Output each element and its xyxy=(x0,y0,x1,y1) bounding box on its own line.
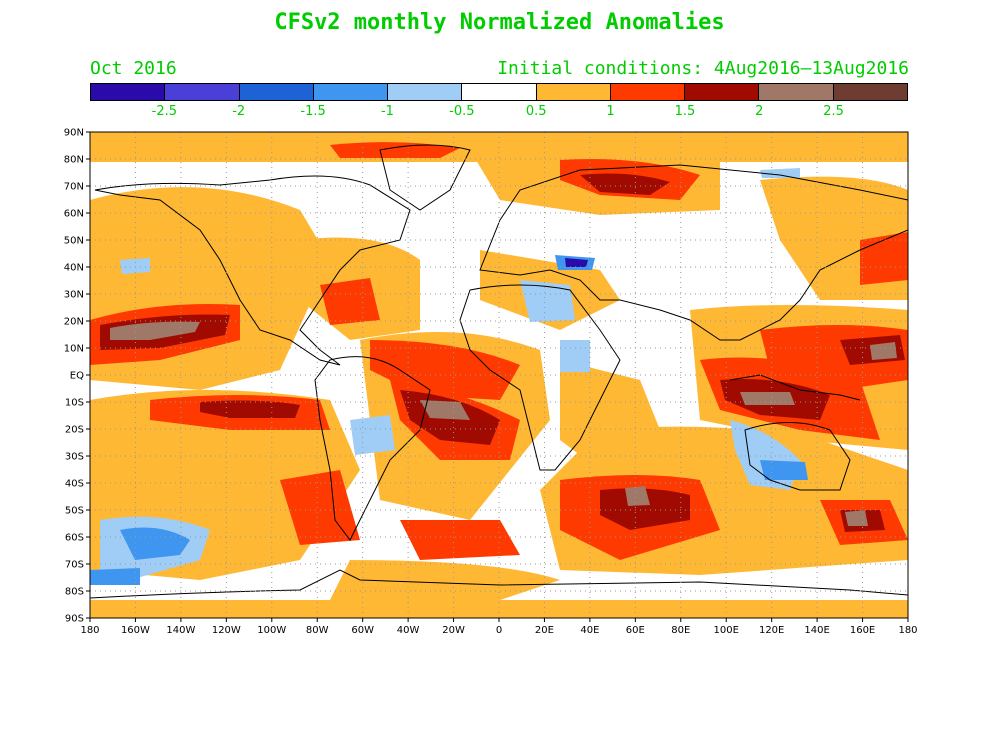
legend-label: 1.5 xyxy=(674,104,696,119)
legend-label: -2.5 xyxy=(151,104,178,119)
lon-label: 140W xyxy=(166,625,195,636)
lat-label: 60N xyxy=(64,209,84,220)
coast-antarctica xyxy=(90,569,908,599)
legend-label: -2 xyxy=(232,104,246,119)
lon-label: 100W xyxy=(257,625,286,636)
lat-label: 60S xyxy=(65,533,84,544)
lat-label: 90S xyxy=(65,614,84,625)
legend-swatch-2 xyxy=(239,84,314,100)
lat-label: 30S xyxy=(65,452,84,463)
lon-label: 20E xyxy=(535,625,554,636)
initial-conditions: Initial conditions: 4Aug2016–13Aug2016 xyxy=(497,58,909,79)
map-title: CFSv2 monthly Normalized Anomalies xyxy=(274,10,725,35)
legend-swatch-6 xyxy=(536,84,611,100)
lat-label: 20N xyxy=(64,317,84,328)
lon-label: 160E xyxy=(850,625,875,636)
coast-indonesia xyxy=(729,374,861,401)
legend-swatch-4 xyxy=(388,84,463,100)
lat-label: 10N xyxy=(64,344,84,355)
lon-label: 100E xyxy=(714,625,739,636)
lat-label: 90N xyxy=(64,128,84,139)
lat-label: 50S xyxy=(65,506,84,517)
legend-swatch-7 xyxy=(610,84,686,100)
anomaly-band-2 xyxy=(110,321,897,526)
color-legend xyxy=(90,83,908,101)
legend-swatch-1 xyxy=(165,84,240,100)
lat-lon-grid xyxy=(90,132,908,618)
latitude-labels: 90N 80N 70N 60N 50N 40N 30N 20N 10N EQ 10S 20S 30S 40… xyxy=(64,128,84,625)
lat-label: 80N xyxy=(64,155,84,166)
coast-north-america xyxy=(94,175,411,366)
legend-label: 2 xyxy=(755,104,764,119)
axis-ticks xyxy=(86,131,909,622)
longitude-labels: 180 160W 140W 120W 100W 80W 60W 40W 20W 0 20E 40E 60… xyxy=(80,625,917,636)
anomaly-band-neg-2-5 xyxy=(565,258,588,267)
legend-swatch-0 xyxy=(91,84,166,100)
lon-label: 60E xyxy=(626,625,645,636)
lat-label: 70N xyxy=(64,182,84,193)
legend-swatch-5 xyxy=(462,84,537,100)
lon-label: 180 xyxy=(898,625,917,636)
legend-label: 0.5 xyxy=(525,104,547,119)
coast-australia xyxy=(744,422,851,491)
legend-label: -1 xyxy=(380,104,394,119)
lon-label: 140E xyxy=(804,625,829,636)
legend-label: 2.5 xyxy=(823,104,844,119)
coast-eurasia xyxy=(479,164,908,341)
lon-label: 40W xyxy=(397,625,420,636)
lon-label: 60W xyxy=(351,625,374,636)
lat-label: 20S xyxy=(65,425,84,436)
legend-label: 1 xyxy=(606,104,615,119)
lat-label: 40S xyxy=(65,479,84,490)
lon-label: 0 xyxy=(496,625,502,636)
lon-label: 40E xyxy=(580,625,599,636)
coastlines xyxy=(90,144,908,599)
lat-label: 50N xyxy=(64,236,84,247)
legend-label: -0.5 xyxy=(449,104,475,119)
forecast-month: Oct 2016 xyxy=(90,58,177,79)
legend-swatch-10 xyxy=(833,84,907,100)
lon-label: 20W xyxy=(442,625,465,636)
lon-label: 80W xyxy=(306,625,329,636)
lat-label: 70S xyxy=(65,560,84,571)
legend-swatch-8 xyxy=(685,84,760,100)
lon-label: 120E xyxy=(759,625,784,636)
coast-africa xyxy=(459,284,621,471)
legend-label: -1.5 xyxy=(300,104,326,119)
lon-label: 80E xyxy=(671,625,690,636)
lon-label: 180 xyxy=(80,625,99,636)
lat-label: 10S xyxy=(65,398,84,409)
lat-label: 40N xyxy=(64,263,84,274)
color-legend-labels: -2.5 -2 -1.5 -1 -0.5 0.5 1 1.5 2 2.5 xyxy=(90,104,908,120)
legend-swatch-3 xyxy=(313,84,389,100)
coast-south-america xyxy=(314,356,431,541)
lat-label: 80S xyxy=(65,587,84,598)
lat-label: EQ xyxy=(70,371,84,382)
lon-label: 160W xyxy=(121,625,150,636)
legend-swatch-9 xyxy=(759,84,834,100)
lat-label: 30N xyxy=(64,290,84,301)
lon-label: 120W xyxy=(212,625,241,636)
coast-greenland xyxy=(379,144,471,211)
